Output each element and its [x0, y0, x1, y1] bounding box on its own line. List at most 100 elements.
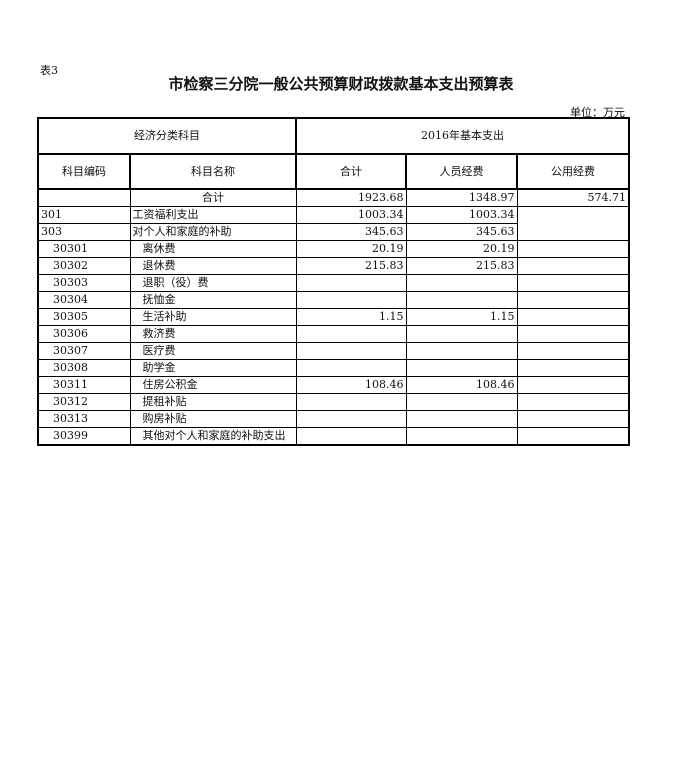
row-personnel [405, 427, 518, 446]
row-total [295, 410, 407, 428]
row-public [516, 206, 630, 241]
table-row: 301 工资福利支出 1003.34 1003.34 [37, 206, 630, 241]
header-code: 科目编码 [37, 153, 131, 190]
row-public [516, 291, 630, 309]
row-name: 其他对个人和家庭的补助支出 [129, 427, 297, 446]
total-code [37, 188, 131, 207]
row-code: 30302 [37, 257, 131, 275]
row-code: 30313 [37, 410, 131, 428]
row-code: 30399 [37, 427, 131, 446]
row-personnel: 215.83 [405, 257, 518, 275]
row-name: 对个人和家庭的补助 [129, 223, 297, 241]
row-personnel [405, 325, 518, 343]
row-personnel [405, 359, 518, 377]
header-personnel: 人员经费 [405, 153, 518, 190]
row-code: 30303 [37, 274, 131, 292]
row-name: 救济费 [129, 325, 297, 343]
row-name: 退职（役）费 [129, 274, 297, 292]
total-row: 合计 1923.68 1348.97 574.71 [37, 188, 630, 207]
total-name: 合计 [129, 188, 297, 207]
row-public [516, 325, 630, 343]
row-personnel [405, 274, 518, 292]
header-group-row: 经济分类科目 2016年基本支出 [37, 117, 631, 155]
table-row: 30301 离休费 20.19 20.19 [37, 240, 630, 258]
table-row: 30312 提租补贴 [37, 393, 630, 411]
row-personnel [405, 291, 518, 309]
row-total: 345.63 [295, 223, 407, 241]
row-public [516, 342, 630, 360]
row-code: 30306 [37, 325, 131, 343]
table-row: 30304 抚恤金 [37, 291, 630, 309]
page-title: 市检察三分院一般公共预算财政拨款基本支出预算表 [168, 75, 514, 93]
total-total: 1923.68 [295, 188, 407, 207]
row-name: 生活补助 [129, 308, 297, 326]
row-code: 30307 [37, 342, 131, 360]
total-personnel: 1348.97 [405, 188, 518, 207]
header-public: 公用经费 [515, 153, 631, 190]
header-name: 科目名称 [129, 153, 297, 190]
row-public [516, 274, 630, 292]
row-personnel [405, 410, 518, 428]
table-row: 30307 医疗费 [37, 342, 630, 360]
table-row: 30308 助学金 [37, 359, 630, 377]
row-name: 提租补贴 [129, 393, 297, 411]
row-name: 离休费 [129, 240, 297, 258]
row-name: 住房公积金 [129, 376, 297, 394]
unit-label: 单位：万元 [570, 106, 625, 119]
row-public [516, 393, 630, 411]
row-name: 医疗费 [129, 342, 297, 360]
row-total: 1003.34 [295, 206, 407, 224]
row-total: 108.46 [295, 376, 407, 394]
row-public [516, 427, 630, 446]
row-personnel: 1003.34 [405, 206, 518, 224]
row-public [516, 359, 630, 377]
row-public [516, 308, 630, 326]
row-code: 30301 [37, 240, 131, 258]
row-personnel: 1.15 [405, 308, 518, 326]
row-total: 20.19 [295, 240, 407, 258]
row-total [295, 427, 407, 446]
row-total: 1.15 [295, 308, 407, 326]
row-code: 30311 [37, 376, 131, 394]
table-row: 30305 生活补助 1.15 1.15 [37, 308, 630, 326]
header-column-row: 科目编码 科目名称 合计 人员经费 公用经费 [37, 153, 631, 190]
row-public [516, 410, 630, 428]
row-public [516, 240, 630, 258]
table-row: 30399 其他对个人和家庭的补助支出 [37, 427, 630, 446]
table-row: 30311 住房公积金 108.46 108.46 [37, 376, 630, 394]
row-total [295, 291, 407, 309]
row-total [295, 274, 407, 292]
table-label: 表3 [40, 64, 58, 77]
row-total [295, 342, 407, 360]
row-personnel [405, 393, 518, 411]
table-row: 30302 退休费 215.83 215.83 [37, 257, 630, 275]
row-code: 30304 [37, 291, 131, 309]
row-code: 303 [37, 223, 131, 241]
row-name: 助学金 [129, 359, 297, 377]
row-name: 工资福利支出 [129, 206, 297, 224]
row-public [516, 257, 630, 275]
row-name: 购房补贴 [129, 410, 297, 428]
row-total: 215.83 [295, 257, 407, 275]
header-total: 合计 [295, 153, 407, 190]
budget-table: 经济分类科目 2016年基本支出 科目编码 科目名称 合计 人员经费 公用经费 … [37, 117, 631, 446]
row-code: 30305 [37, 308, 131, 326]
row-personnel: 345.63 [405, 223, 518, 241]
row-personnel [405, 342, 518, 360]
table-row: 30303 退职（役）费 [37, 274, 630, 292]
row-total [295, 325, 407, 343]
table-row: 30306 救济费 [37, 325, 630, 343]
total-public: 574.71 [516, 188, 630, 207]
header-2016-basic-expenditure: 2016年基本支出 [294, 117, 631, 155]
row-total [295, 393, 407, 411]
row-code: 301 [37, 206, 131, 224]
row-code: 30312 [37, 393, 131, 411]
row-personnel: 20.19 [405, 240, 518, 258]
header-economic-category: 经济分类科目 [37, 117, 297, 155]
row-name: 退休费 [129, 257, 297, 275]
row-name: 抚恤金 [129, 291, 297, 309]
row-public [516, 376, 630, 394]
row-personnel: 108.46 [405, 376, 518, 394]
table-row: 30313 购房补贴 [37, 410, 630, 428]
row-total [295, 359, 407, 377]
